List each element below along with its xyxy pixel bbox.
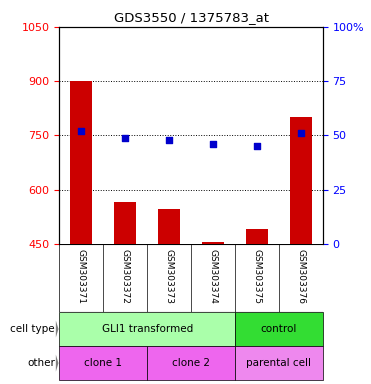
Polygon shape <box>56 354 59 372</box>
Text: clone 1: clone 1 <box>84 358 122 368</box>
Bar <box>114 202 136 244</box>
Bar <box>290 117 312 244</box>
Text: GSM303373: GSM303373 <box>165 249 174 304</box>
Point <box>122 134 128 141</box>
Bar <box>235 346 323 380</box>
Text: cell type: cell type <box>10 324 55 334</box>
Text: GSM303376: GSM303376 <box>296 249 305 304</box>
Title: GDS3550 / 1375783_at: GDS3550 / 1375783_at <box>114 11 269 24</box>
Text: GSM303372: GSM303372 <box>121 249 130 304</box>
Point <box>210 141 216 147</box>
Text: other: other <box>27 358 55 368</box>
Text: GSM303375: GSM303375 <box>252 249 262 304</box>
Bar <box>235 312 323 346</box>
Text: parental cell: parental cell <box>246 358 311 368</box>
Polygon shape <box>56 321 59 338</box>
Point <box>166 137 172 143</box>
Point <box>298 130 304 136</box>
Bar <box>70 81 92 244</box>
Bar <box>147 346 235 380</box>
Text: GSM303371: GSM303371 <box>77 249 86 304</box>
Bar <box>59 346 147 380</box>
Text: GLI1 transformed: GLI1 transformed <box>102 324 193 334</box>
Text: GSM303374: GSM303374 <box>209 249 217 304</box>
Bar <box>158 209 180 244</box>
Bar <box>246 229 268 244</box>
Bar <box>59 312 235 346</box>
Text: clone 2: clone 2 <box>172 358 210 368</box>
Point <box>78 128 84 134</box>
Point <box>254 143 260 149</box>
Bar <box>202 242 224 244</box>
Text: control: control <box>261 324 297 334</box>
